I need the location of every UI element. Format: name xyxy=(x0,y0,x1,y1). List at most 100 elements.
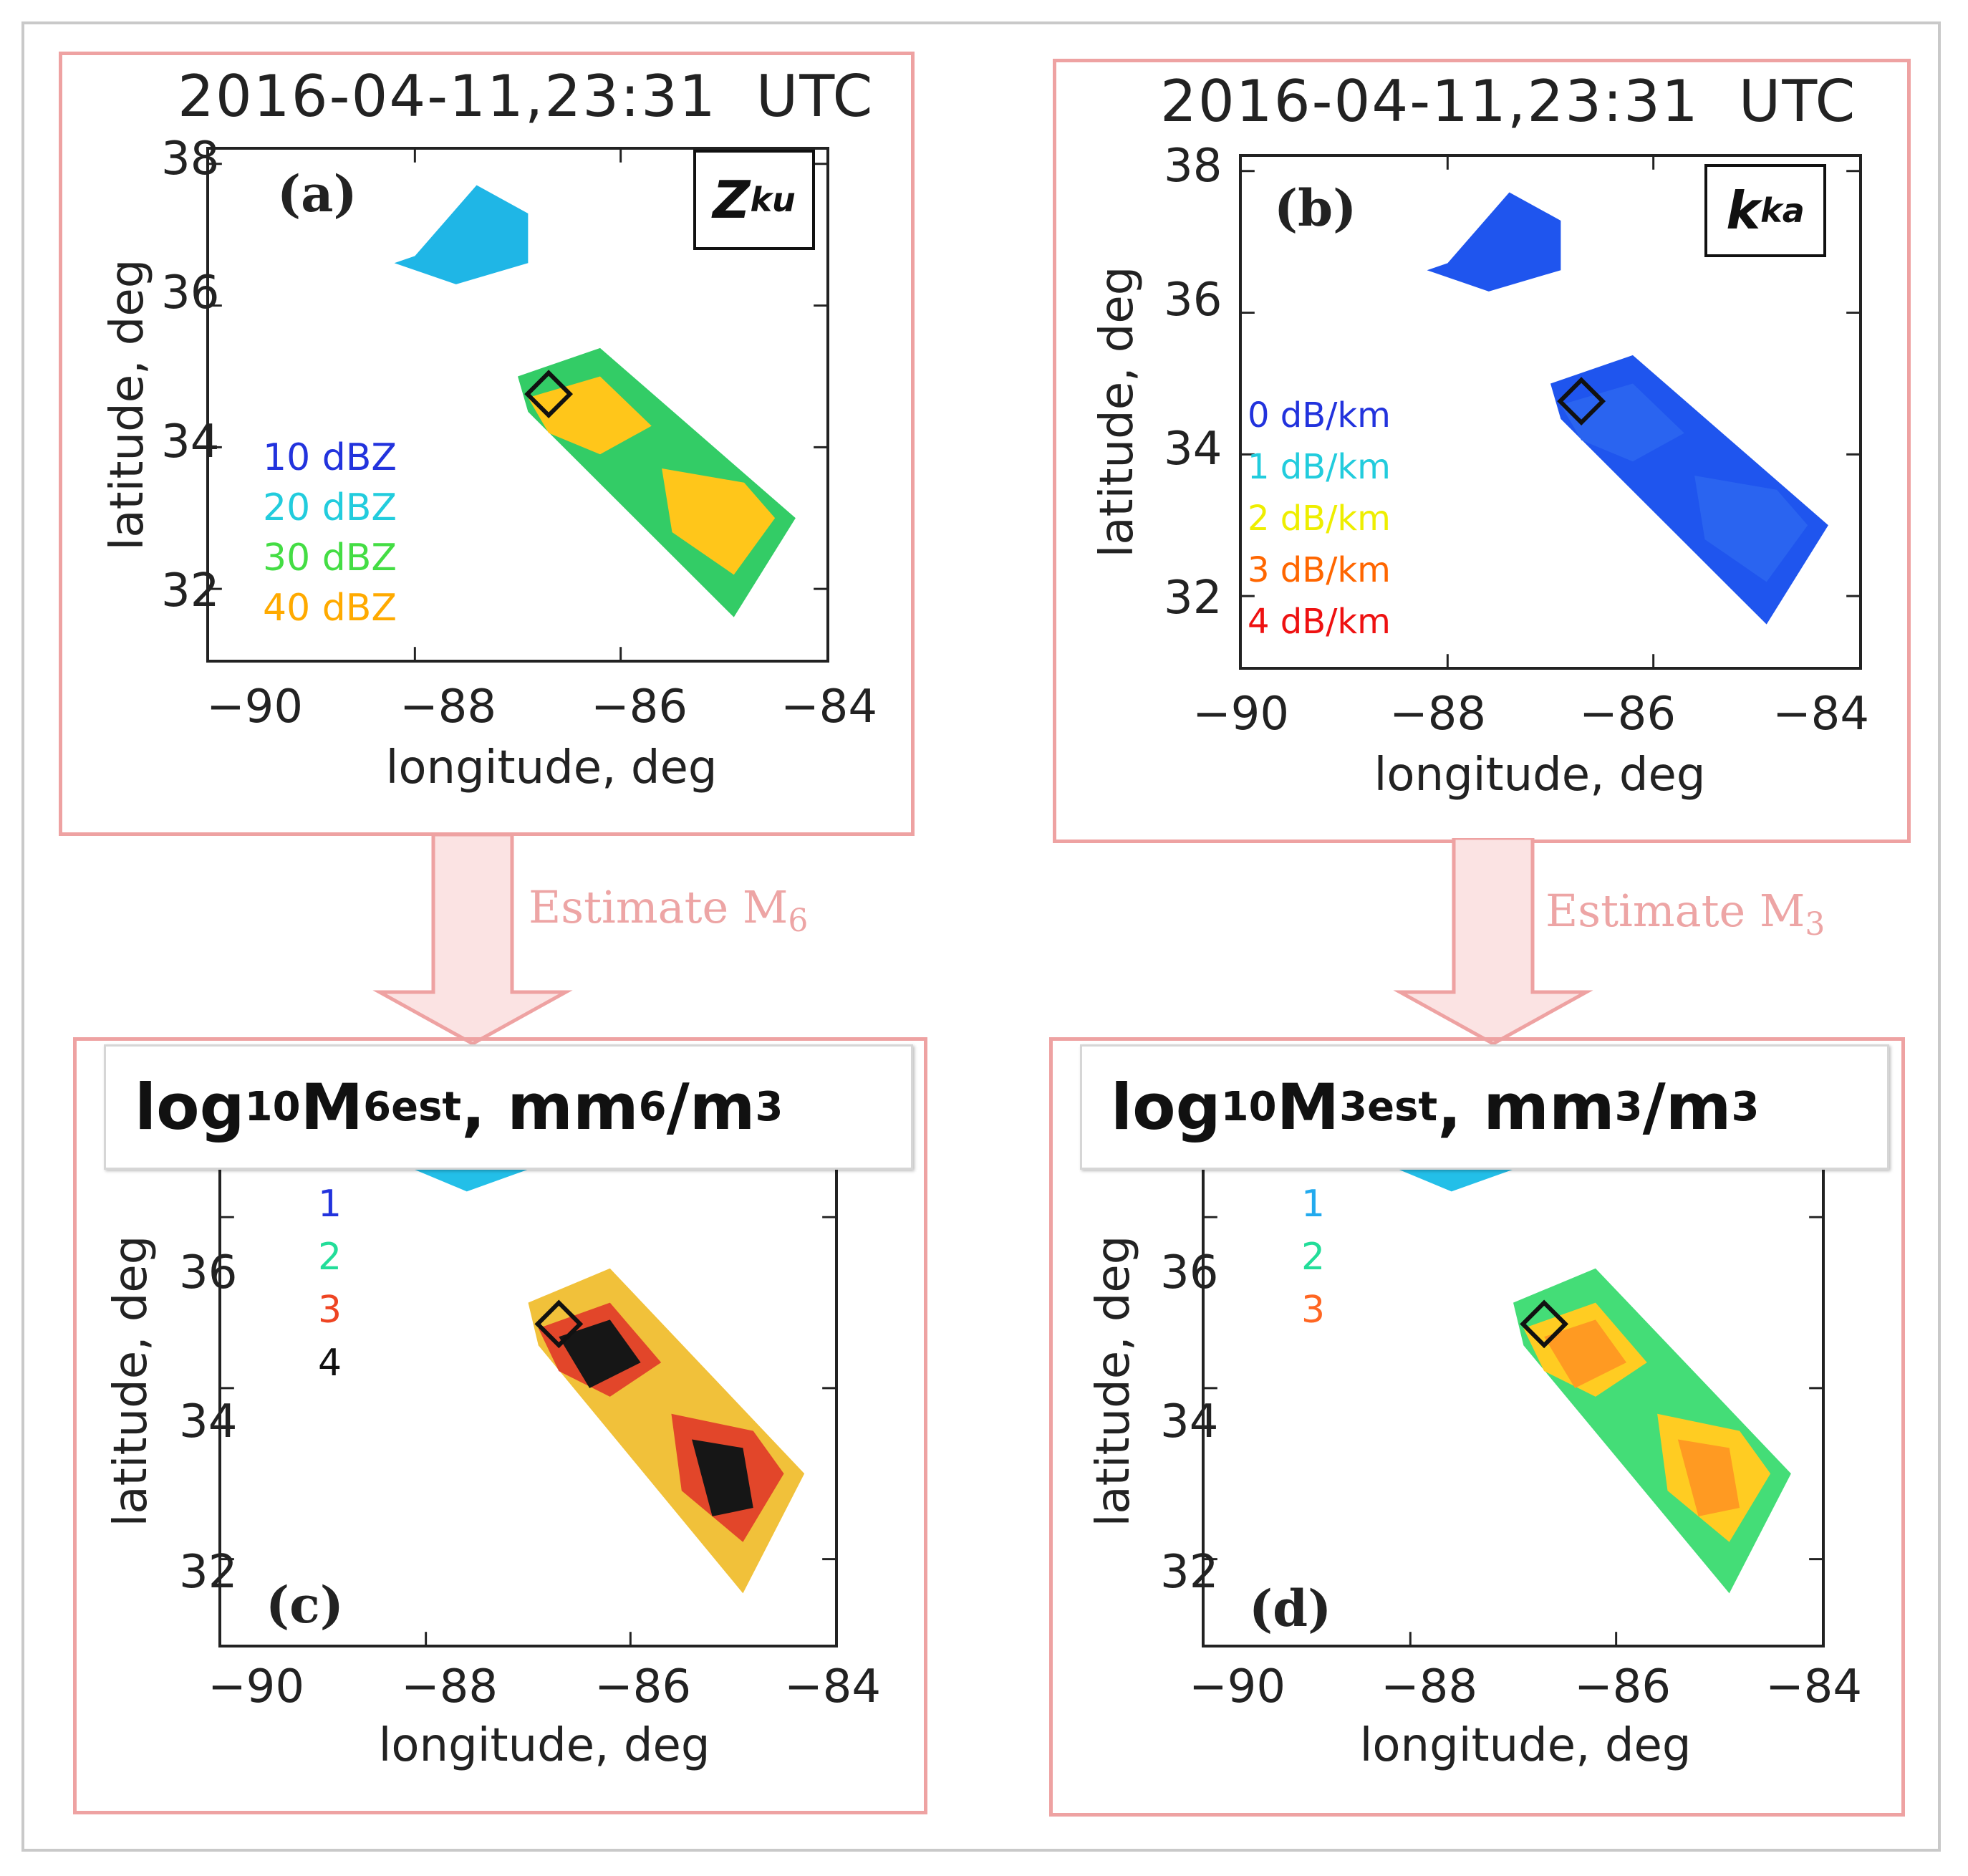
panel-d-legend-item: 1 xyxy=(1301,1183,1326,1226)
panel-a-ytick-36: 36 xyxy=(161,266,220,319)
panel-c-title-unit-tail: /m xyxy=(666,1070,756,1144)
panel-b-xtick-88: −88 xyxy=(1389,688,1487,741)
panel-a-ytick-34: 34 xyxy=(161,415,220,468)
panel-b-legend: 0 dB/km 1 dB/km 2 dB/km 3 dB/km 4 dB/km xyxy=(1248,390,1391,648)
panel-c-title-log: log xyxy=(135,1070,245,1144)
arrow-right xyxy=(1393,838,1593,1046)
panel-b-legend-item: 2 dB/km xyxy=(1248,499,1391,539)
panel-d-xtick-84: −84 xyxy=(1765,1660,1863,1713)
panel-b-legend-item: 1 dB/km xyxy=(1248,447,1391,487)
panel-d-title-unit-tail: /m xyxy=(1642,1070,1732,1144)
panel-d-frame xyxy=(1049,1037,1905,1817)
panel-c-legend-item: 2 xyxy=(318,1236,342,1279)
panel-a-core-north xyxy=(528,376,652,455)
panel-d-title-est: est xyxy=(1367,1084,1438,1130)
panel-d-map xyxy=(1205,1072,1822,1645)
panel-b-quantity-sub: ka xyxy=(1760,191,1805,230)
panel-c-ylabel: latitude, deg xyxy=(105,1235,158,1527)
panel-b-xtick-86: −86 xyxy=(1579,688,1677,741)
panel-a-quantity-sub: ku xyxy=(750,181,796,219)
panel-b-xlabel: longitude, deg xyxy=(1374,749,1706,802)
panel-c-legend-item: 1 xyxy=(318,1183,342,1226)
panel-d-ytick-32: 32 xyxy=(1160,1546,1219,1599)
panel-d-legend-item: 3 xyxy=(1301,1289,1326,1332)
panel-d-xtick-88: −88 xyxy=(1381,1660,1478,1713)
panel-a-legend-item: 40 dBZ xyxy=(263,587,397,630)
arrow-left-shape xyxy=(372,834,573,1046)
panel-a-legend-item: 20 dBZ xyxy=(263,486,397,529)
panel-c-title-unit: , mm xyxy=(461,1070,639,1144)
panel-a-map xyxy=(209,150,826,660)
panel-a-legend-item: 10 dBZ xyxy=(263,436,397,479)
panel-b-legend-item: 3 dB/km xyxy=(1248,550,1391,590)
panel-c-legend-item: 3 xyxy=(318,1289,342,1332)
panel-c-plot: (c) 1 2 3 4 xyxy=(218,1072,838,1647)
panel-c-label: (c) xyxy=(266,1575,344,1635)
panel-d-title-unit: , mm xyxy=(1437,1070,1615,1144)
panel-d-legend: 1 2 3 xyxy=(1301,1178,1325,1337)
panel-d-plot: (d) 1 2 3 xyxy=(1202,1072,1825,1647)
panel-b-quantity-box: k ka xyxy=(1704,164,1826,257)
panel-c-xlabel: longitude, deg xyxy=(378,1719,710,1772)
figure-frame xyxy=(21,21,1941,1852)
panel-d-xtick-90: −90 xyxy=(1189,1660,1286,1713)
panel-d-title-log-sub: 10 xyxy=(1220,1084,1277,1130)
panel-a-ytick-32: 32 xyxy=(161,564,220,617)
panel-a-ylabel: latitude, deg xyxy=(101,259,154,551)
arrow-right-label: Estimate M3 xyxy=(1545,885,1825,943)
panel-c-xtick-88: −88 xyxy=(401,1660,498,1713)
panel-a-location-marker xyxy=(524,370,574,419)
panel-b-legend-item: 0 dB/km xyxy=(1248,395,1391,436)
panel-a-legend: 10 dBZ 20 dBZ 30 dBZ 40 dBZ xyxy=(263,433,397,633)
panel-b-north-region xyxy=(1427,192,1561,292)
panel-d-hot-south xyxy=(1677,1439,1740,1516)
panel-a-xtick-86: −86 xyxy=(591,680,688,733)
panel-c-frame xyxy=(73,1037,927,1814)
panel-c-title-unit-tail-sup: 3 xyxy=(755,1084,783,1130)
panel-d-ylabel: latitude, deg xyxy=(1087,1235,1140,1527)
panel-d-title-unit-sup: 3 xyxy=(1614,1084,1643,1130)
arrow-left xyxy=(372,834,573,1046)
panel-b-core-south xyxy=(1694,476,1808,582)
panel-c-title-unit-sup: 6 xyxy=(638,1084,667,1130)
panel-a-north-region xyxy=(394,185,529,284)
panel-a-label: (a) xyxy=(277,164,357,223)
panel-a-xtick-88: −88 xyxy=(400,680,497,733)
panel-c-legend-item: 4 xyxy=(318,1342,342,1385)
panel-c-ytick-32: 32 xyxy=(179,1546,238,1599)
panel-b-ytick-32: 32 xyxy=(1164,572,1222,625)
panel-c-hot-south xyxy=(692,1439,753,1516)
panel-c-xtick-86: −86 xyxy=(594,1660,692,1713)
panel-c-location-marker xyxy=(534,1299,584,1349)
arrow-right-sub: 3 xyxy=(1805,906,1825,943)
panel-a-timestamp: 2016-04-11,23:31 UTC xyxy=(178,63,874,130)
panel-d-title-log: log xyxy=(1111,1070,1221,1144)
panel-d-label: (d) xyxy=(1249,1579,1332,1638)
arrow-right-shape xyxy=(1393,838,1593,1046)
panel-d-legend-item: 2 xyxy=(1301,1236,1326,1279)
panel-d-ytick-36: 36 xyxy=(1160,1246,1219,1299)
panel-d-title-m: M xyxy=(1276,1070,1340,1144)
panel-a-xtick-90: −90 xyxy=(206,680,304,733)
panel-c-title-m-sub: 6 xyxy=(363,1084,392,1130)
panel-c-title-m: M xyxy=(300,1070,364,1144)
panel-b-ytick-36: 36 xyxy=(1164,274,1222,327)
panel-b-xtick-84: −84 xyxy=(1772,688,1870,741)
panel-b-location-marker xyxy=(1557,377,1606,426)
panel-a-legend-item: 30 dBZ xyxy=(263,537,397,579)
panel-a-xlabel: longitude, deg xyxy=(385,741,718,794)
panel-d-xtick-86: −86 xyxy=(1574,1660,1672,1713)
panel-c-legend: 1 2 3 4 xyxy=(318,1178,342,1390)
arrow-right-text: Estimate M xyxy=(1545,885,1805,937)
panel-c-ytick-34: 34 xyxy=(179,1395,238,1448)
panel-d-hot-north xyxy=(1544,1319,1627,1388)
arrow-left-text: Estimate M xyxy=(529,881,788,933)
panel-c-title-est: est xyxy=(391,1084,462,1130)
panel-d-title-m-sub: 3 xyxy=(1339,1084,1368,1130)
panel-d-title-unit-tail-sup: 3 xyxy=(1731,1084,1760,1130)
panel-a-xtick-84: −84 xyxy=(781,680,878,733)
